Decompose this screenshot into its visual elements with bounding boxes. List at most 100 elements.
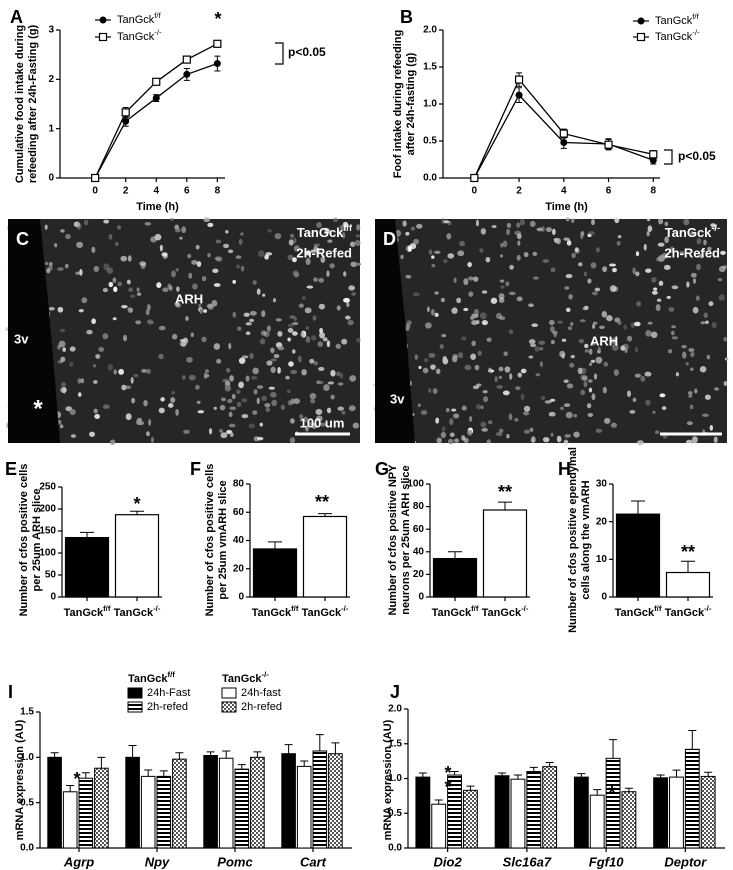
cell-nucleus <box>601 311 608 318</box>
cell-nucleus <box>98 346 105 352</box>
cell-nucleus <box>293 398 300 405</box>
cell-nucleus <box>530 343 537 348</box>
cell-nucleus <box>297 355 302 363</box>
y-axis-label: refeeding after 24h-Fasting (g) <box>27 25 39 184</box>
cell-nucleus <box>287 328 294 333</box>
cell-nucleus <box>659 393 666 398</box>
cell-nucleus <box>509 373 513 380</box>
cell-nucleus <box>435 417 440 424</box>
cell-nucleus <box>499 316 506 321</box>
cell-nucleus <box>634 346 639 353</box>
cell-nucleus <box>274 233 282 240</box>
cell-nucleus <box>413 238 419 245</box>
cell-nucleus <box>224 384 231 392</box>
error-bar <box>331 742 340 754</box>
cell-nucleus <box>337 382 344 386</box>
marker <box>213 39 222 48</box>
cell-nucleus <box>301 369 307 376</box>
cell-nucleus <box>482 390 488 394</box>
annotation: p<0.05 <box>288 45 326 59</box>
x-tick-label: TanGck-/- <box>302 604 349 619</box>
y-tick-label: 0.0 <box>423 173 437 184</box>
cell-nucleus <box>228 342 232 350</box>
cell-nucleus <box>203 217 211 223</box>
image-caption: 2h-Refed <box>296 245 352 260</box>
cell-nucleus <box>197 410 205 414</box>
cell-nucleus <box>304 307 312 314</box>
cell-nucleus <box>505 281 510 287</box>
cell-nucleus <box>645 399 651 406</box>
cell-nucleus <box>522 411 530 416</box>
cell-nucleus <box>181 226 187 234</box>
bar <box>156 775 172 849</box>
cell-nucleus <box>722 265 728 269</box>
cell-nucleus <box>588 231 595 236</box>
marker <box>559 129 568 138</box>
cell-nucleus <box>539 361 543 368</box>
cell-nucleus <box>606 315 613 322</box>
cell-nucleus <box>196 261 202 267</box>
cell-nucleus <box>718 294 725 301</box>
cell-nucleus <box>670 330 675 336</box>
cell-nucleus <box>694 388 698 394</box>
cell-nucleus <box>491 225 497 229</box>
cell-nucleus <box>248 423 255 429</box>
cell-nucleus <box>292 257 297 263</box>
cell-nucleus <box>498 297 505 303</box>
marker <box>182 55 191 64</box>
cell-nucleus <box>539 347 544 351</box>
cell-nucleus <box>127 255 132 262</box>
legend-group: TanGckf/f <box>128 670 175 685</box>
cell-nucleus <box>588 348 593 355</box>
cell-nucleus <box>498 428 504 433</box>
cell-nucleus <box>664 236 669 244</box>
cell-nucleus <box>685 361 689 366</box>
x-axis-label: Time (h) <box>136 201 179 213</box>
cell-nucleus <box>563 403 571 408</box>
cell-nucleus <box>264 254 269 260</box>
x-tick-label: Agrp <box>63 854 94 869</box>
cell-nucleus <box>474 364 480 371</box>
image-caption: 2h-Refed <box>664 245 720 260</box>
cell-nucleus <box>434 250 441 254</box>
marker <box>91 173 100 183</box>
cell-nucleus <box>179 338 186 343</box>
cell-nucleus <box>171 391 176 395</box>
cell-nucleus <box>312 315 317 321</box>
cell-nucleus <box>402 220 407 227</box>
cell-nucleus <box>645 268 652 273</box>
cell-nucleus <box>252 367 259 375</box>
cell-nucleus <box>335 343 341 349</box>
cell-nucleus <box>657 242 665 247</box>
cell-nucleus <box>102 404 110 409</box>
cell-nucleus <box>567 326 573 331</box>
cell-nucleus <box>356 224 361 231</box>
cell-nucleus <box>219 428 223 433</box>
cell-nucleus <box>629 410 636 414</box>
cell-nucleus <box>355 234 360 238</box>
cell-nucleus <box>229 406 237 410</box>
cell-nucleus <box>436 437 442 444</box>
cell-nucleus <box>701 413 709 418</box>
cell-nucleus <box>289 315 296 319</box>
y-axis-label: neurons per 25um ARH slice <box>400 465 412 614</box>
error-bar <box>80 531 94 538</box>
cell-nucleus <box>249 318 255 323</box>
cell-nucleus <box>89 431 95 437</box>
cell-nucleus <box>611 337 618 344</box>
cell-nucleus <box>620 345 626 351</box>
cell-nucleus <box>476 383 482 387</box>
cell-nucleus <box>583 271 587 277</box>
cell-nucleus <box>141 368 147 373</box>
error-bar <box>631 500 645 515</box>
marker <box>637 17 645 25</box>
bar <box>494 775 510 849</box>
marker <box>515 91 523 99</box>
cell-nucleus <box>156 282 162 289</box>
y-tick-label: 40 <box>233 535 245 546</box>
cell-nucleus <box>187 253 192 259</box>
cell-nucleus <box>103 219 110 224</box>
marker <box>122 117 130 125</box>
cell-nucleus <box>175 303 182 308</box>
legend-label-main: TanGck <box>655 31 693 43</box>
